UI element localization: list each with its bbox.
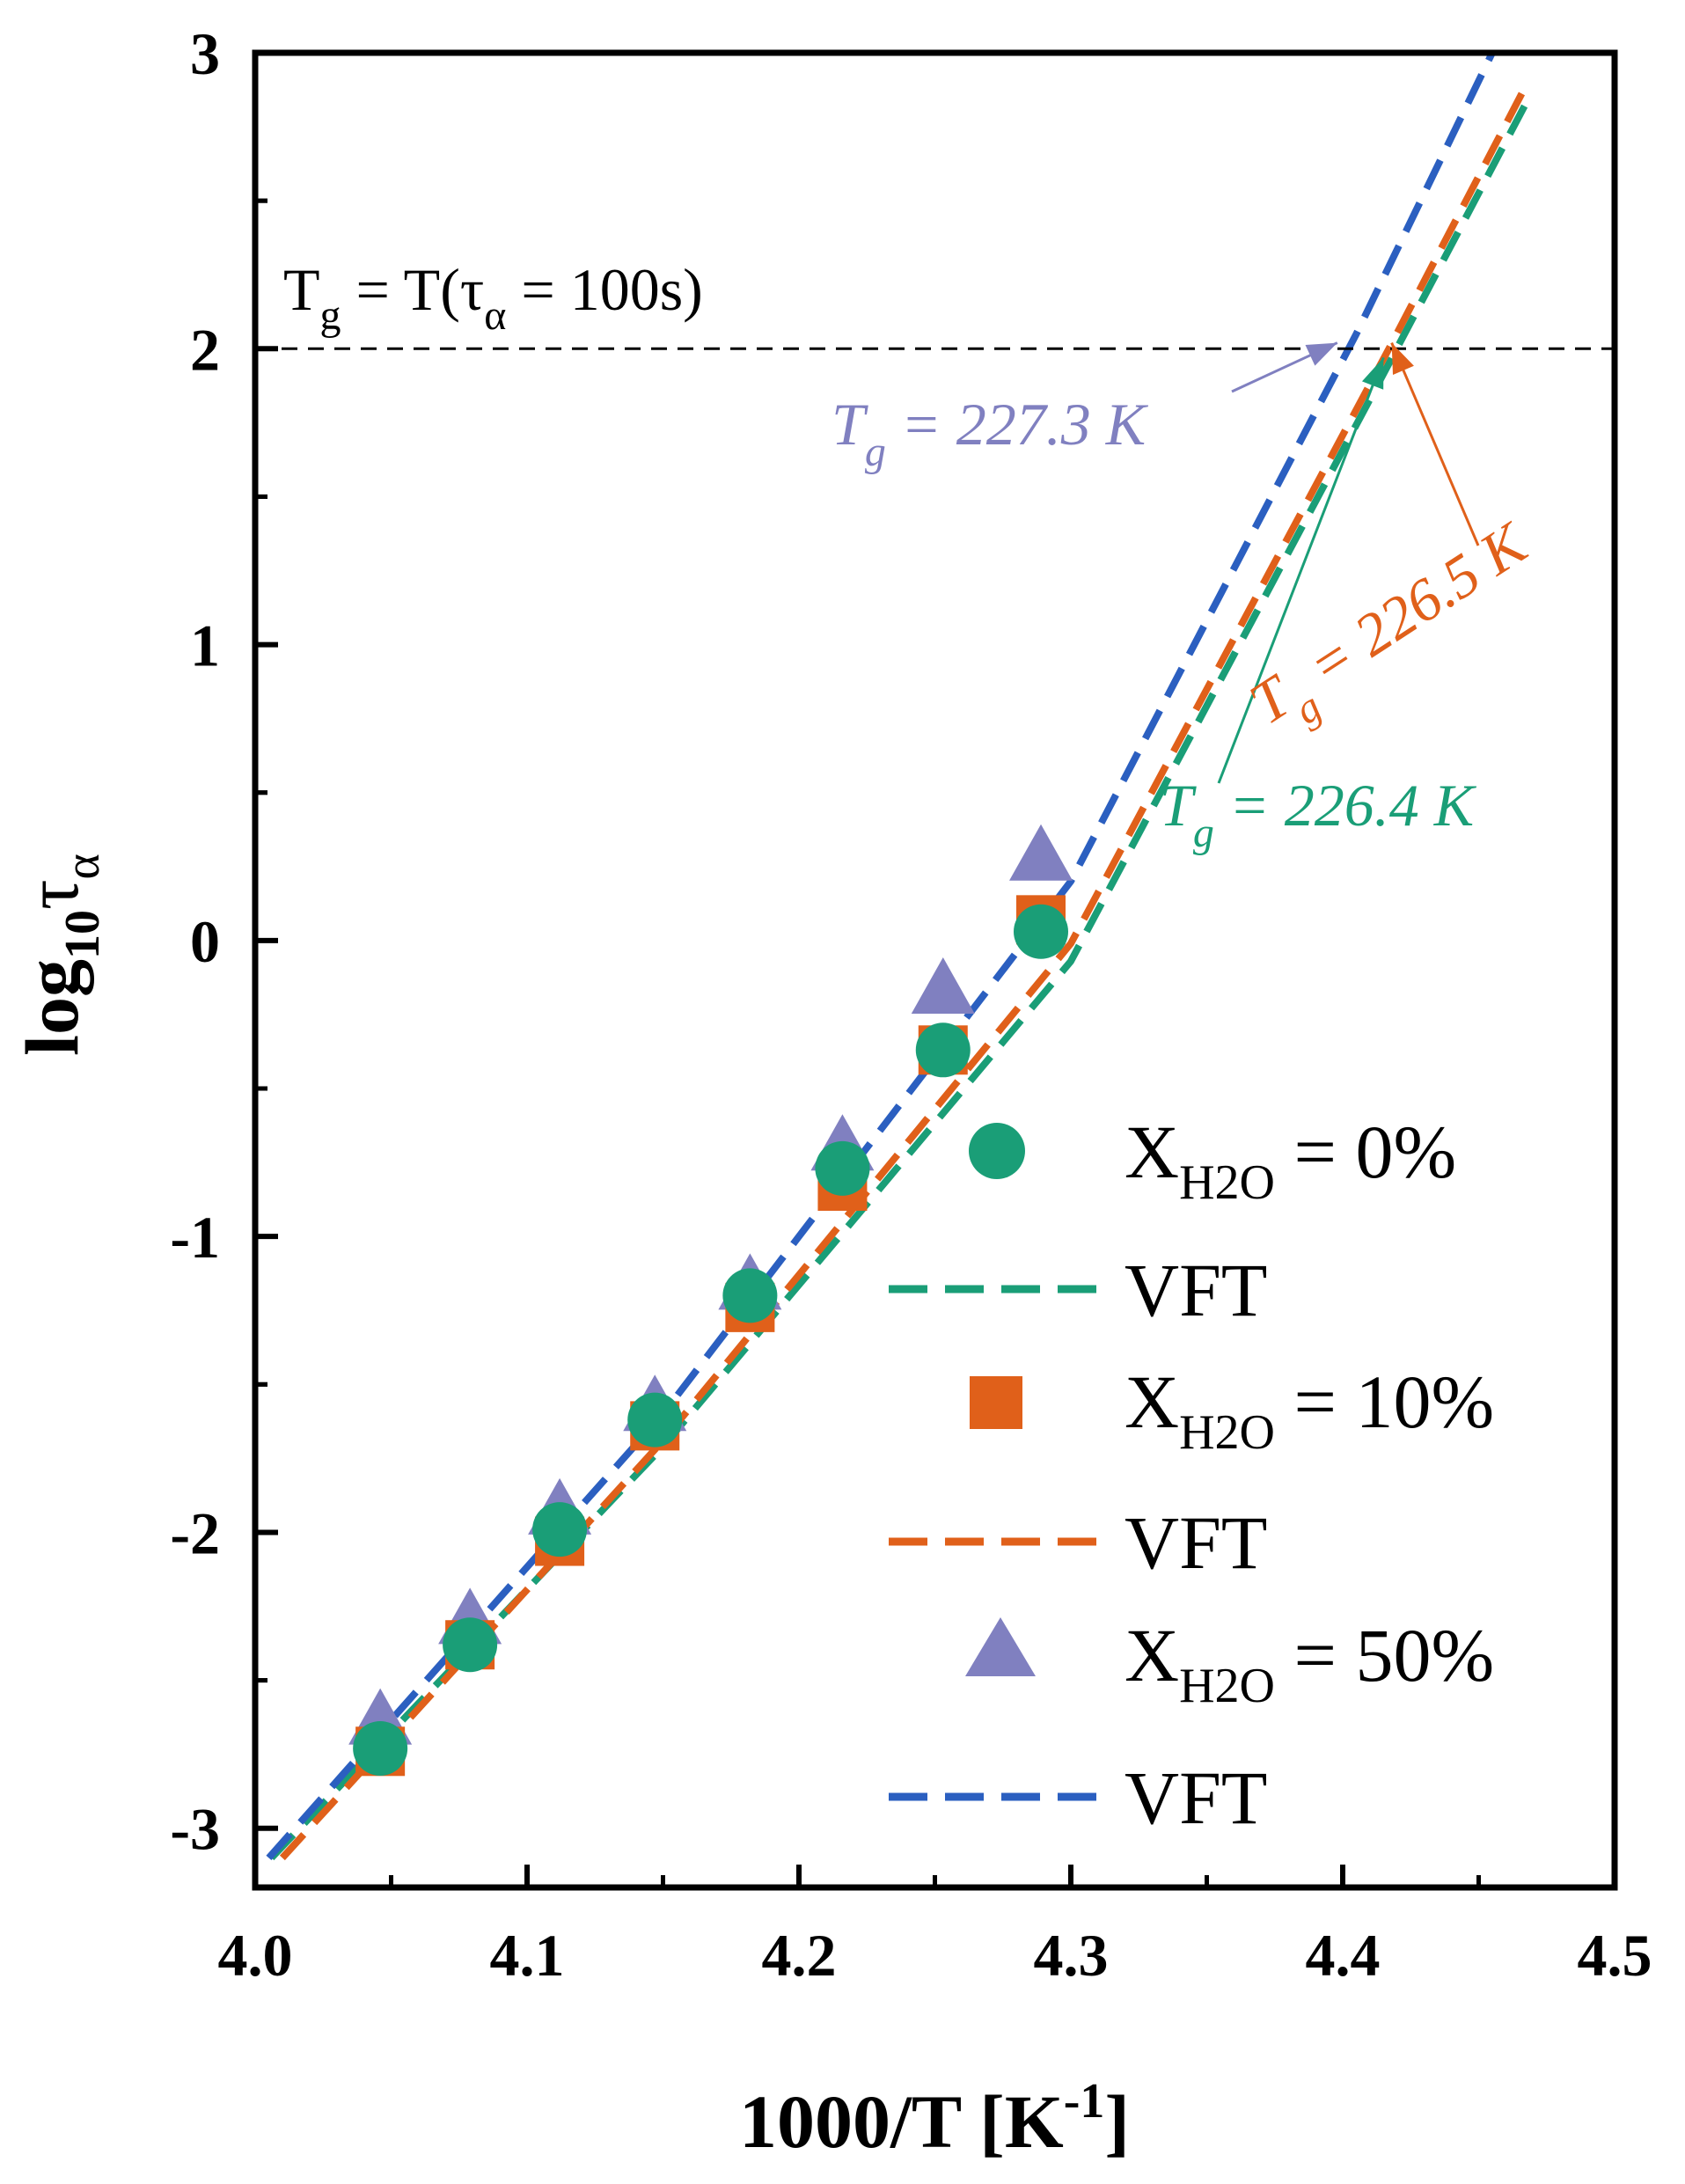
vft-fit-line xyxy=(266,53,1496,1861)
x-tick-label: 4.4 xyxy=(1306,1922,1381,1989)
x-axis-title: 1000/T [K-1] xyxy=(739,2074,1130,2164)
data-point-triangle xyxy=(911,957,975,1015)
x-tick-label: 4.1 xyxy=(490,1922,565,1989)
annotation-tg-10: Tg = 226.5 K xyxy=(1238,508,1550,751)
x-tick-label: 4.2 xyxy=(762,1922,837,1989)
y-tick-label: -1 xyxy=(170,1204,220,1271)
data-point-circle xyxy=(353,1720,408,1776)
y-tick-label: 2 xyxy=(190,316,220,383)
data-point-circle xyxy=(1014,904,1069,959)
legend-label-4: XH2O = 50% xyxy=(1125,1613,1494,1713)
y-axis-title: log10τα xyxy=(10,854,110,1056)
vft-fit-line xyxy=(268,98,1531,1861)
legend-label-0: XH2O = 0% xyxy=(1125,1110,1456,1210)
legend-label-2: XH2O = 10% xyxy=(1125,1360,1494,1460)
vft-fit-curves xyxy=(266,53,1531,1861)
legend-label-1: VFT xyxy=(1125,1248,1267,1332)
data-point-circle xyxy=(815,1140,870,1196)
legend-marker-square xyxy=(970,1376,1022,1429)
x-tick-label: 4.0 xyxy=(218,1922,293,1989)
legend-label-3: VFT xyxy=(1125,1500,1267,1585)
y-tick-label: -3 xyxy=(170,1796,220,1863)
y-tick-label: 1 xyxy=(190,612,220,679)
x-tick-label: 4.5 xyxy=(1578,1922,1652,1989)
data-point-triangle xyxy=(1009,824,1073,881)
legend-label-5: VFT xyxy=(1125,1755,1267,1840)
legend-marker-triangle xyxy=(965,1617,1036,1676)
x-tick-label: 4.3 xyxy=(1034,1922,1109,1989)
reference-label: Tg = T(τα = 100s) xyxy=(283,256,703,339)
annotation-arrow-head xyxy=(1305,342,1337,366)
axis-ticks: 4.0 4.1 4.2 4.3 4.4 4.5 -3 -2 -1 0 1 2 3 xyxy=(170,20,1652,1989)
annotation-tg-50: Tg = 227.3 K xyxy=(832,391,1149,475)
y-tick-label: 0 xyxy=(190,908,220,975)
data-point-circle xyxy=(722,1268,778,1323)
vft-fit-line xyxy=(279,80,1531,1861)
data-point-circle xyxy=(915,1022,971,1078)
annotation-tg-0: Tg = 226.4 K xyxy=(1160,772,1477,856)
data-point-circle xyxy=(627,1392,683,1447)
data-point-circle xyxy=(443,1617,498,1673)
annotation-arrow-line xyxy=(1217,356,1385,784)
annotation-arrow-line xyxy=(1390,341,1480,546)
annotation-arrow-head xyxy=(1361,357,1384,390)
data-point-circle xyxy=(532,1502,588,1557)
annotation-arrow-head xyxy=(1391,342,1414,375)
annotation-arrows xyxy=(1217,341,1480,784)
y-tick-label: 3 xyxy=(190,20,220,87)
y-tick-label: -2 xyxy=(170,1499,220,1566)
data-points xyxy=(348,824,1073,1777)
legend-marker-circle xyxy=(969,1123,1025,1179)
legend: XH2O = 0% VFT XH2O = 10% VFT XH2O = 50% … xyxy=(889,1110,1494,1840)
